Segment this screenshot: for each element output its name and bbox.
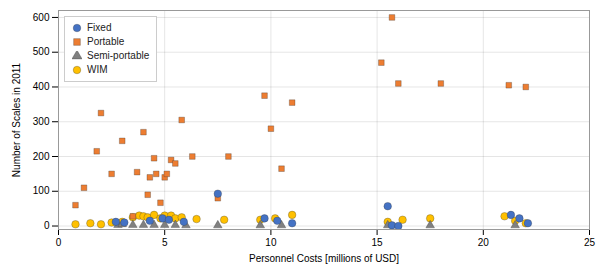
svg-text:15: 15 (372, 237, 384, 248)
svg-text:10: 10 (265, 237, 277, 248)
svg-text:Personnel Costs [millions of U: Personnel Costs [millions of USD] (249, 253, 399, 264)
html-text:WIM: WIM (87, 64, 108, 75)
svg-text:0: 0 (56, 237, 62, 248)
svg-text:5: 5 (162, 237, 168, 248)
svg-text:0: 0 (44, 220, 50, 231)
svg-text:300: 300 (33, 116, 50, 127)
svg-text:200: 200 (33, 151, 50, 162)
html-text:Portable: Portable (87, 36, 125, 47)
svg-text:500: 500 (33, 46, 50, 57)
html-text:Fixed: Fixed (87, 22, 112, 33)
svg-text:400: 400 (33, 81, 50, 92)
svg-text:600: 600 (33, 12, 50, 23)
svg-text:Number of Scales in 2011: Number of Scales in 2011 (11, 62, 22, 177)
svg-text:20: 20 (478, 237, 490, 248)
svg-text:100: 100 (33, 185, 50, 196)
html-text:Semi-portable: Semi-portable (87, 50, 150, 61)
svg-text:25: 25 (584, 237, 596, 248)
